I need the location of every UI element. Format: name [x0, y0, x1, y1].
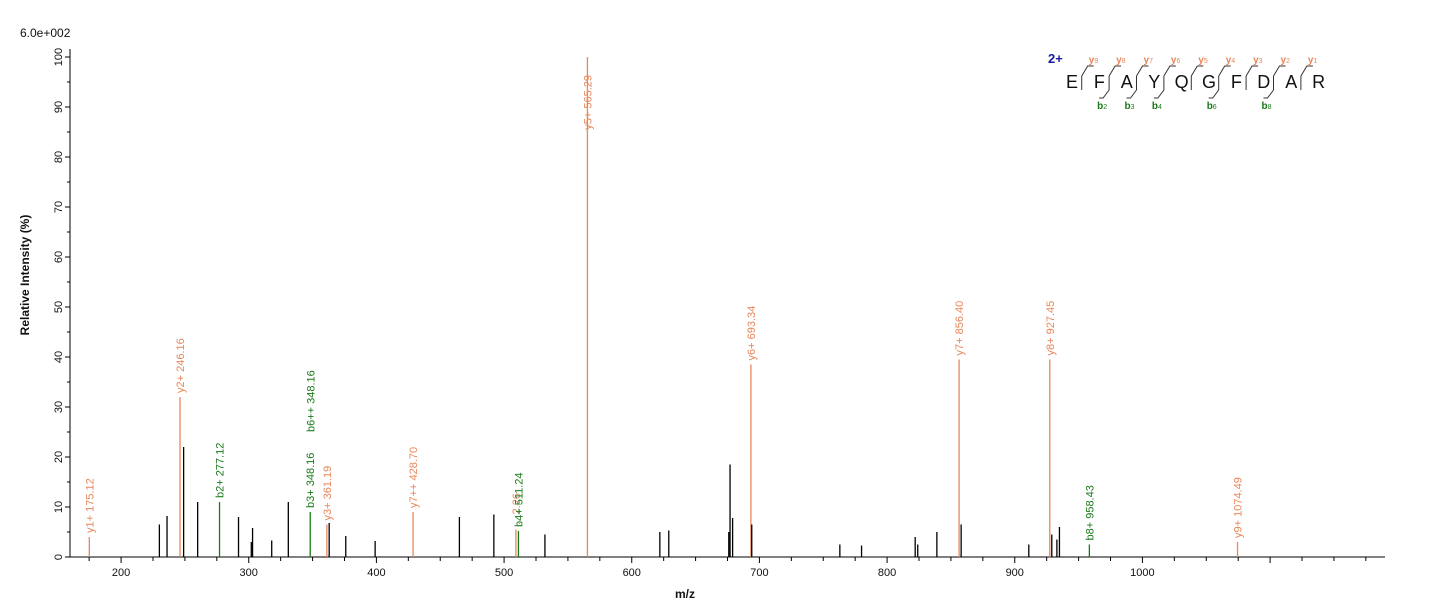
- y-cleavage-mark: [1136, 65, 1149, 77]
- y-tick-label: 0: [53, 554, 65, 560]
- peak-label: b8+ 958.43: [1084, 485, 1096, 540]
- b-ion-marker: b4: [1152, 101, 1162, 112]
- x-tick-label: 500: [495, 567, 513, 579]
- y-tick-label: 30: [53, 401, 65, 413]
- y-axis-title: Relative Intensity (%): [18, 215, 32, 336]
- peak-label: y6+ 693.34: [746, 306, 758, 361]
- x-tick-label: 700: [750, 567, 768, 579]
- y-tick-label: 40: [53, 351, 65, 363]
- b-cleavage-mark: [1208, 89, 1220, 99]
- peak-label: b2+ 277.12: [215, 443, 227, 498]
- sequence-residue: F: [1094, 72, 1105, 92]
- peak-label: y2+ 246.16: [175, 338, 187, 393]
- intensity-scale-label: 6.0e+002: [20, 26, 71, 40]
- peak-label: y8+ 927.45: [1045, 301, 1057, 356]
- precursor-charge-label: 2+: [1048, 51, 1063, 66]
- y-cleavage-mark: [1245, 65, 1259, 77]
- b-cleavage-mark: [1153, 89, 1165, 99]
- peak-labels: y1+ 175.12 y2+ 246.16 b2+ 277.12 b3+ 348.16…: [84, 75, 1244, 541]
- y-cleavage-mark: [1218, 65, 1231, 77]
- peak-label: b4+ 511.24: [513, 472, 525, 527]
- y-tick-label: 50: [53, 301, 65, 313]
- y-tick-label: 80: [53, 151, 65, 163]
- peak-label: y5+ 565.29: [582, 75, 594, 130]
- x-axis-title: m/z: [675, 587, 695, 601]
- y-cleavage-mark: [1163, 65, 1176, 77]
- b-ion-marker: b6: [1207, 101, 1217, 112]
- sequence-residue: E: [1066, 72, 1078, 92]
- x-tick-label: 400: [367, 567, 385, 579]
- y-cleavage-mark: [1081, 65, 1094, 77]
- sequence-residue: A: [1285, 72, 1297, 92]
- sequence-residue: R: [1312, 72, 1325, 92]
- peak-label: y3+ 361.19: [322, 466, 334, 521]
- peak-label: b3+ 348.16: [305, 453, 317, 508]
- y-tick-label: 100: [53, 48, 65, 66]
- y-cleavage-mark: [1108, 65, 1122, 77]
- peak-label: …2.26: [511, 493, 523, 525]
- peak-label: y1+ 175.12: [84, 478, 96, 533]
- b-cleavage-mark: [1099, 89, 1110, 99]
- y-ion-marker: y4: [1226, 55, 1236, 66]
- y-cleavage-mark: [1273, 65, 1286, 77]
- sequence-residue: G: [1202, 72, 1216, 92]
- y-ion-marker: y3: [1253, 55, 1263, 66]
- y-cleavage-mark: [1300, 65, 1313, 77]
- y-ion-marker: y7: [1144, 55, 1154, 66]
- y-tick-label: 60: [53, 251, 65, 263]
- x-tick-label: 300: [240, 567, 258, 579]
- b-cleavage-mark: [1126, 89, 1137, 99]
- y-tick-label: 10: [53, 501, 65, 513]
- b-ion-marker: b8: [1262, 101, 1272, 112]
- peak-series: [88, 57, 1239, 557]
- y-ion-marker: y6: [1171, 55, 1181, 66]
- x-axis: 200 300 400 500 600 700 800 900 1000: [70, 556, 1385, 579]
- b-ion-marker: b2: [1097, 101, 1107, 112]
- x-tick-label: 200: [112, 567, 130, 579]
- y-ion-marker: y5: [1198, 55, 1208, 66]
- peak-label: y9+ 1074.49: [1233, 477, 1245, 538]
- x-tick-label: 1000: [1130, 567, 1154, 579]
- x-tick-label: 800: [878, 567, 896, 579]
- y-tick-label: 90: [53, 101, 65, 113]
- b-cleavage-mark: [1263, 89, 1274, 99]
- y-ion-marker: y1: [1308, 55, 1318, 66]
- y-tick-label: 70: [53, 201, 65, 213]
- y-cleavage-mark: [1190, 65, 1204, 77]
- sequence-residue: Q: [1175, 72, 1189, 92]
- y-ion-marker: y2: [1281, 55, 1291, 66]
- sequence-residue: D: [1257, 72, 1270, 92]
- sequence-residue: F: [1231, 72, 1242, 92]
- y-ion-marker: y8: [1116, 55, 1126, 66]
- sequence-residue: Y: [1148, 72, 1160, 92]
- peak-label: y7+ 856.40: [954, 301, 966, 356]
- b-ion-marker: b3: [1125, 101, 1135, 112]
- sequence-residue: A: [1121, 72, 1133, 92]
- y-axis: 0 10 20 30 40 50 60 70 80 90 100: [53, 48, 71, 560]
- peak-label: b6++ 348.16: [306, 370, 318, 432]
- x-tick-label: 900: [1006, 567, 1024, 579]
- y-ion-marker: y9: [1089, 55, 1099, 66]
- x-tick-label: 600: [623, 567, 641, 579]
- peak-label: y7++ 428.70: [408, 447, 420, 508]
- y-tick-label: 20: [53, 451, 65, 463]
